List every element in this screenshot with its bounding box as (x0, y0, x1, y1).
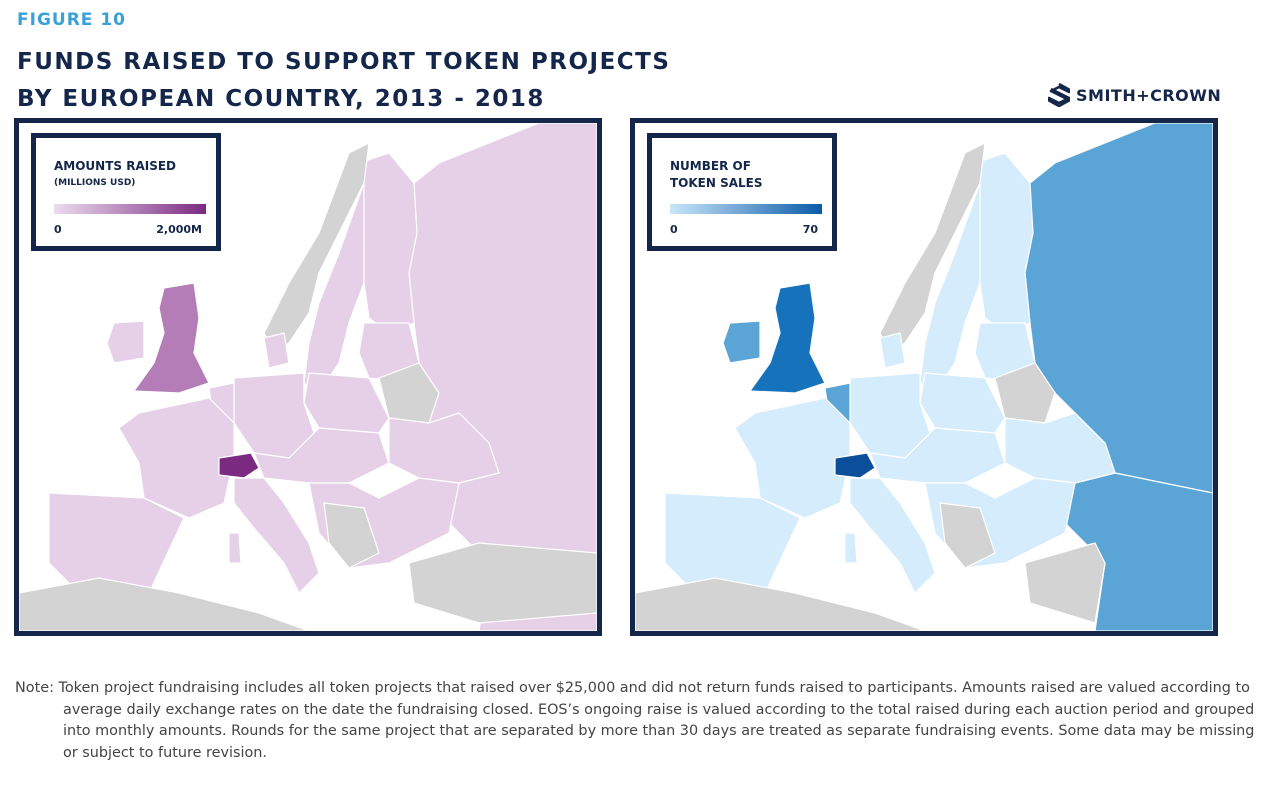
legend-min: 0 (54, 223, 62, 236)
smith-crown-logo-icon (1048, 83, 1070, 107)
region-russia (388, 123, 597, 631)
region-central (253, 427, 390, 484)
region-ireland (106, 320, 145, 364)
map-panel-amounts: AMOUNTS RAISED (MILLIONS USD) 0 2,000M (14, 118, 602, 636)
legend-title: AMOUNTS RAISED (54, 159, 177, 173)
region-balkans-grey (939, 502, 996, 569)
region-france (118, 397, 235, 519)
region-poland (303, 372, 390, 434)
region-poland (919, 372, 1006, 434)
region-central (869, 427, 1006, 484)
region-united-kingdom (133, 282, 210, 394)
region-denmark (263, 332, 290, 369)
legend-gradient-bar (670, 204, 822, 214)
region-sardinia (228, 532, 242, 564)
region-ukraine (388, 412, 500, 484)
region-ireland (722, 320, 761, 364)
europe-map-sales (635, 123, 1213, 631)
title-line-2: BY EUROPEAN COUNTRY, 2013 - 2018 (17, 86, 545, 112)
legend-title-line-2: TOKEN SALES (670, 176, 763, 190)
region-united-kingdom (749, 282, 826, 394)
legend-sales: NUMBER OF TOKEN SALES 0 70 (647, 133, 837, 251)
figure-title: FUNDS RAISED TO SUPPORT TOKEN PROJECTS B… (17, 44, 670, 118)
legend-min: 0 (670, 223, 678, 236)
region-norway (263, 142, 370, 354)
region-finland (974, 152, 1034, 334)
figure-label: FIGURE 10 (17, 10, 126, 30)
region-ukraine (1004, 412, 1116, 484)
region-switzerland (218, 452, 260, 479)
region-belarus (378, 362, 440, 424)
region-switzerland (834, 452, 876, 479)
region-denmark (879, 332, 906, 369)
region-norway (879, 142, 986, 354)
legend-title: NUMBER OF TOKEN SALES (670, 158, 763, 192)
region-finland (358, 152, 418, 334)
legend-max: 2,000M (156, 223, 202, 236)
region-turkey (408, 542, 597, 624)
region-belarus (994, 362, 1056, 424)
map-panel-sales: NUMBER OF TOKEN SALES 0 70 (630, 118, 1218, 636)
region-italy (849, 477, 936, 594)
region-balkans-grey (323, 502, 380, 569)
legend-amounts: AMOUNTS RAISED (MILLIONS USD) 0 2,000M (31, 133, 221, 251)
region-iberia (664, 492, 801, 594)
region-italy (233, 477, 320, 594)
region-turkey (1024, 542, 1106, 624)
title-line-1: FUNDS RAISED TO SUPPORT TOKEN PROJECTS (17, 49, 671, 75)
footnote: Note: Token project fundraising includes… (15, 680, 1255, 761)
region-france (734, 397, 851, 519)
legend-max: 70 (802, 223, 818, 236)
region-iberia (48, 492, 185, 594)
brand-name: SMITH+CROWN (1076, 85, 1222, 105)
legend-subtitle: (MILLIONS USD) (54, 178, 136, 188)
region-sardinia (844, 532, 858, 564)
legend-title-line-1: NUMBER OF (670, 159, 751, 173)
region-africa (19, 577, 310, 631)
legend-gradient-bar (54, 204, 206, 214)
europe-map-amounts (19, 123, 597, 631)
region-africa (635, 577, 926, 631)
brand-logo: SMITH+CROWN (1048, 83, 1221, 107)
